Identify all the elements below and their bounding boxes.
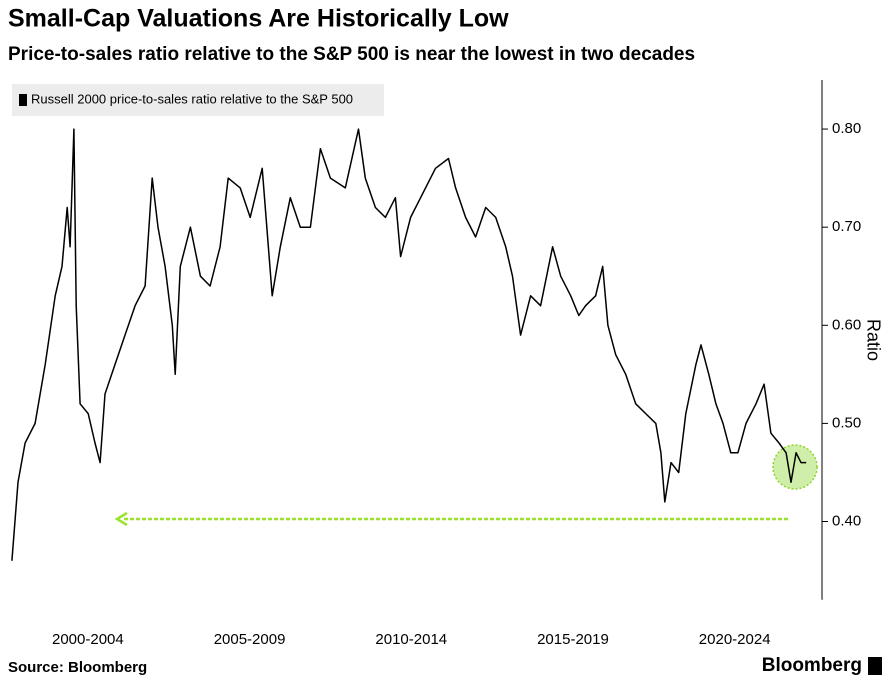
annotation-circle <box>772 444 818 490</box>
chart-title: Small-Cap Valuations Are Historically Lo… <box>8 5 509 33</box>
y-tick-label: 0.40 <box>832 512 861 529</box>
source: Source: Bloomberg <box>8 659 147 676</box>
chart-subtitle: Price-to-sales ratio relative to the S&P… <box>8 44 695 65</box>
y-tick-label: 0.50 <box>832 414 861 431</box>
legend-label: Russell 2000 price-to-sales ratio relati… <box>31 91 353 106</box>
legend-box <box>12 84 384 116</box>
brand-icon <box>868 657 882 675</box>
x-tick-label: 2015-2019 <box>537 631 609 648</box>
y-tick-label: 0.80 <box>832 120 861 137</box>
brand: Bloomberg <box>762 655 862 676</box>
annotation-arrowhead <box>114 511 128 527</box>
y-tick-label: 0.60 <box>832 316 861 333</box>
y-axis-title: Ratio <box>863 319 883 361</box>
x-tick-label: 2020-2024 <box>699 631 771 648</box>
x-tick-label: 2005-2009 <box>214 631 286 648</box>
legend-swatch <box>19 94 27 106</box>
x-tick-label: 2010-2014 <box>375 631 447 648</box>
line-series <box>11 128 807 561</box>
x-tick-label: 2000-2004 <box>52 631 124 648</box>
y-tick-label: 0.70 <box>832 218 861 235</box>
